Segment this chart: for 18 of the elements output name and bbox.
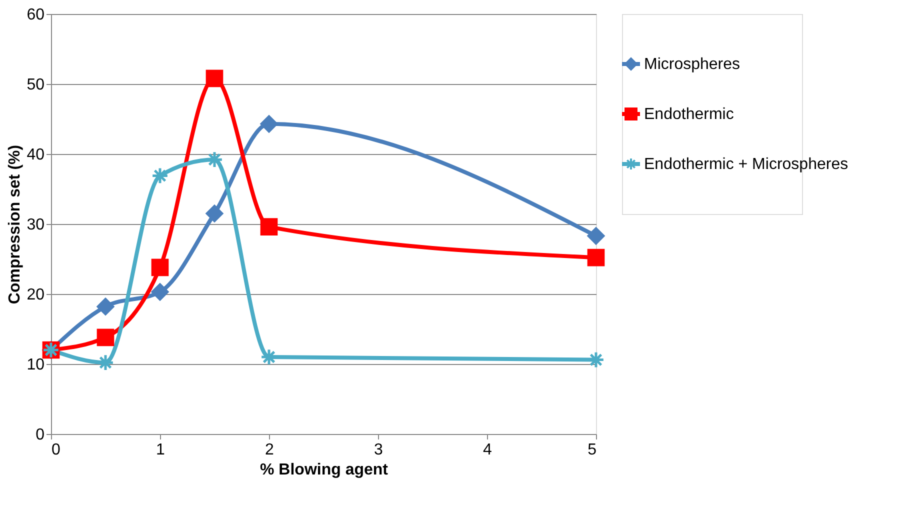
- x-tick-label: 1: [156, 442, 166, 458]
- legend-label: Endothermic: [644, 106, 734, 123]
- y-tick-label: 0: [36, 426, 45, 444]
- y-tick-label: 50: [26, 76, 45, 94]
- y-tick-label: 40: [26, 146, 45, 164]
- y-tick-label: 10: [26, 356, 45, 374]
- x-tick-label: 3: [374, 442, 384, 458]
- legend-label: Endothermic + Microspheres: [644, 156, 848, 173]
- legend-label: Microspheres: [644, 56, 740, 73]
- y-axis-title: Compression set (%): [6, 144, 24, 304]
- y-tick-label: 20: [26, 286, 45, 304]
- x-tick-label: 5: [588, 442, 597, 458]
- y-tick-label: 30: [26, 216, 45, 234]
- x-axis-title: % Blowing agent: [260, 462, 389, 478]
- y-tick-label: 60: [26, 6, 45, 24]
- x-tick-label: 0: [52, 442, 60, 458]
- x-tick-label: 4: [483, 442, 492, 458]
- x-tick-label: 2: [265, 442, 274, 458]
